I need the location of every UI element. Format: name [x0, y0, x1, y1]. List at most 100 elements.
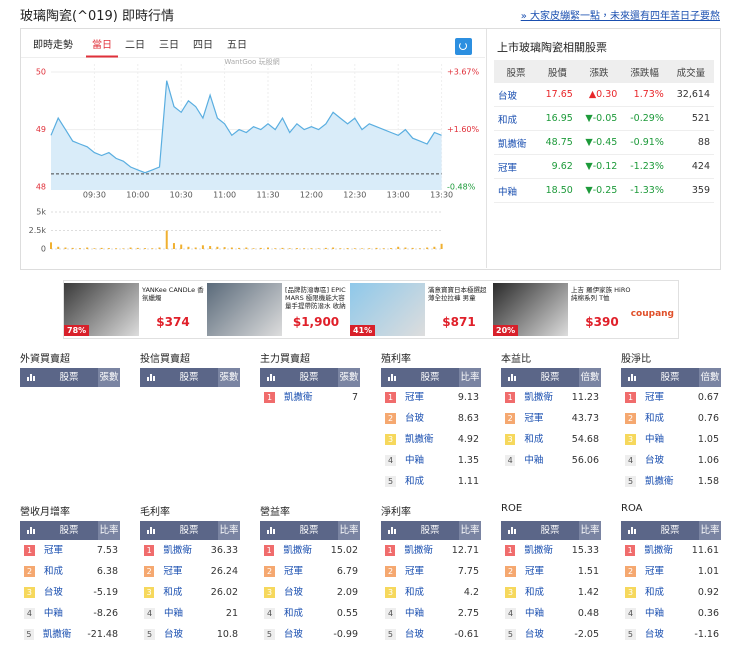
- ad-item[interactable]: 20% 上吉 羅伊家族 HiRO 純棉系列 T恤 $390: [493, 281, 636, 338]
- rank-badge: 4: [385, 608, 396, 619]
- column-header: 漲跌: [576, 60, 622, 83]
- stock-name[interactable]: 凱撒衛: [494, 130, 539, 155]
- stock-name[interactable]: 冠軍: [494, 154, 539, 179]
- stock-name[interactable]: 冠軍: [405, 392, 425, 403]
- stock-name[interactable]: 冠軍: [44, 545, 64, 556]
- ranking-title: ROA: [621, 503, 643, 514]
- stock-name[interactable]: 冠軍: [163, 566, 183, 577]
- volume-bar: [346, 248, 349, 249]
- ranking-value: -1.16: [694, 629, 719, 640]
- stock-name[interactable]: 台玻: [404, 629, 424, 640]
- stock-name[interactable]: 中釉: [43, 608, 63, 619]
- ranking-row: 5 和成 1.11: [381, 471, 481, 492]
- stock-name[interactable]: 凱撒衛: [405, 434, 434, 445]
- stock-volume: 88: [667, 130, 714, 155]
- stock-change: ▲0.30: [576, 83, 622, 107]
- y-tick-label: 49: [36, 125, 46, 134]
- ranking-row: 2 冠軍 43.73: [501, 408, 601, 429]
- stock-name[interactable]: 和成: [645, 413, 665, 424]
- stock-name[interactable]: 台玻: [494, 83, 539, 107]
- stock-name[interactable]: 中釉: [645, 434, 665, 445]
- stock-name[interactable]: 凱撒衛: [163, 545, 192, 556]
- stock-name[interactable]: 中釉: [405, 608, 425, 619]
- stock-name[interactable]: 和成: [525, 587, 545, 598]
- ranking-row: 5 台玻 -2.05: [501, 624, 601, 645]
- period-tab[interactable]: 五日: [227, 40, 247, 51]
- ranking-row: 1 凱撒衛 12.71: [381, 540, 481, 561]
- stock-name[interactable]: 和成: [163, 587, 183, 598]
- volume-bar: [389, 248, 392, 249]
- stock-name[interactable]: 中釉: [405, 455, 425, 466]
- volume-bar: [361, 248, 364, 249]
- stock-name[interactable]: 和成: [405, 476, 425, 487]
- stock-name[interactable]: 台玻: [43, 587, 63, 598]
- ranking-title: 投信買賣超: [140, 354, 190, 365]
- rank-badge: 1: [24, 545, 35, 556]
- rank-badge: 5: [385, 476, 396, 487]
- ranking-title: ROE: [501, 503, 523, 514]
- stock-pct: -0.29%: [621, 106, 668, 131]
- ad-item[interactable]: 78% YANKee CANDLe 香氛蠟燭 $374: [64, 281, 207, 338]
- ranking-row: 3 和成 4.2: [381, 582, 481, 603]
- stock-name[interactable]: 台玻: [283, 629, 303, 640]
- stock-name[interactable]: 中釉: [494, 178, 539, 203]
- stock-name[interactable]: 台玻: [645, 455, 665, 466]
- stock-name[interactable]: 凱撒衛: [644, 545, 673, 556]
- stock-name[interactable]: 冠軍: [645, 392, 665, 403]
- period-tab[interactable]: 當日: [92, 38, 112, 51]
- ad-item[interactable]: 41% 滿意寶寶日本極選超薄全拉拉褲 男童 $871: [350, 281, 493, 338]
- stock-name[interactable]: 中釉: [525, 608, 545, 619]
- ad-price: $374: [156, 315, 190, 329]
- stock-change: ▼-0.12: [576, 154, 622, 179]
- rank-badge: 2: [264, 566, 275, 577]
- period-tab[interactable]: 三日: [159, 40, 179, 51]
- period-tab[interactable]: 二日: [125, 40, 145, 51]
- stock-name[interactable]: 凱撒衛: [404, 545, 433, 556]
- stock-name[interactable]: 冠軍: [284, 566, 304, 577]
- stock-name[interactable]: 中釉: [524, 455, 544, 466]
- volume-bar: [411, 247, 414, 249]
- stock-name[interactable]: 台玻: [524, 629, 544, 640]
- stock-change: ▼-0.45: [576, 130, 622, 155]
- stock-name[interactable]: 和成: [524, 434, 544, 445]
- stock-name[interactable]: 凱撒衛: [524, 392, 553, 403]
- rank-badge: 4: [625, 608, 636, 619]
- stock-name[interactable]: 凱撒衛: [645, 476, 674, 487]
- news-link[interactable]: » 大家皮繃緊一點，未來還有四年苦日子要熬: [520, 11, 720, 22]
- ranking-value: 56.06: [571, 455, 599, 466]
- stock-name[interactable]: 台玻: [284, 587, 304, 598]
- column-header: 股票: [59, 525, 79, 536]
- stock-name[interactable]: 和成: [284, 608, 304, 619]
- stock-name[interactable]: 和成: [645, 587, 665, 598]
- stock-name[interactable]: 凱撒衛: [284, 392, 313, 403]
- stock-name[interactable]: 冠軍: [645, 566, 665, 577]
- stock-name[interactable]: 冠軍: [405, 566, 425, 577]
- volume-bar: [187, 246, 190, 249]
- stock-name[interactable]: 和成: [494, 106, 539, 131]
- related-table: 股票 股價 漲跌 漲跌幅 成交量 台玻 17.65 ▲0.30 1.73% 32,614 和成 16.…: [494, 60, 714, 203]
- ranking-header: 股票 張數: [20, 368, 120, 387]
- stock-name[interactable]: 台玻: [644, 629, 664, 640]
- stock-name[interactable]: 和成: [405, 587, 425, 598]
- ranking-value: 1.42: [577, 587, 599, 598]
- stock-name[interactable]: 冠軍: [525, 566, 545, 577]
- stock-name[interactable]: 中釉: [164, 608, 184, 619]
- ad-banner[interactable]: coupang 78% YANKee CANDLe 香氛蠟燭 $374 [品牌防潑專區…: [63, 280, 679, 339]
- stock-name[interactable]: 台玻: [405, 413, 425, 424]
- chart-icon: [260, 521, 280, 540]
- ranking-table: 本益比 股票 倍數 1 凱撒衛 11.23 2 冠軍 43.73 3 和成 54.68 4 中釉 56.06: [501, 350, 601, 471]
- ranking-value: 15.33: [571, 545, 599, 556]
- period-tab[interactable]: 四日: [193, 40, 213, 51]
- stock-name[interactable]: 凱撒衛: [42, 629, 72, 640]
- ranking-value: 1.06: [697, 455, 719, 466]
- stock-name[interactable]: 凱撒衛: [283, 545, 312, 556]
- rank-badge: 3: [625, 434, 636, 445]
- stock-name[interactable]: 和成: [44, 566, 64, 577]
- refresh-button[interactable]: [455, 38, 472, 55]
- rank-badge: 3: [144, 587, 155, 598]
- stock-name[interactable]: 中釉: [645, 608, 665, 619]
- stock-name[interactable]: 台玻: [164, 629, 184, 640]
- stock-name[interactable]: 凱撒衛: [524, 545, 553, 556]
- stock-name[interactable]: 冠軍: [524, 413, 544, 424]
- ad-item[interactable]: [品牌防潑專區] EPIC MARS 極限機能大容量手提帶防潑水 收納包 $1,9…: [207, 281, 350, 338]
